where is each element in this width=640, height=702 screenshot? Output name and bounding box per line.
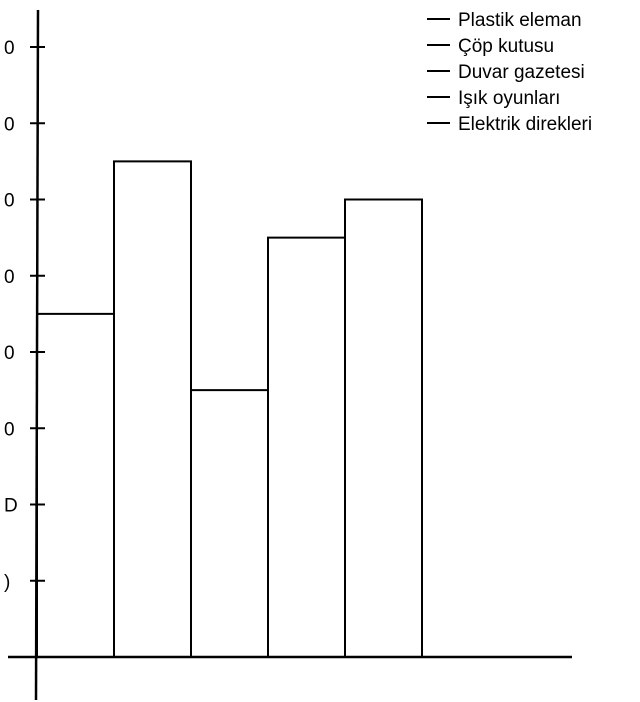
y-tick-label: 0 bbox=[4, 343, 15, 364]
bar bbox=[190, 389, 269, 658]
y-axis bbox=[34, 9, 40, 701]
bar bbox=[344, 198, 423, 658]
legend-entry: Işık oyunları bbox=[458, 88, 560, 109]
bar bbox=[113, 160, 192, 658]
y-tick-label: D bbox=[4, 496, 18, 517]
y-tick-label: 0 bbox=[4, 267, 15, 288]
y-tick-label: 0 bbox=[4, 191, 15, 212]
legend-entry: Plastik eleman bbox=[458, 10, 582, 31]
bar bbox=[36, 312, 115, 658]
y-tick-label: 0 bbox=[4, 114, 15, 135]
legend: Plastik eleman Çöp kutusu Duvar gazetesi Iş… bbox=[427, 10, 592, 135]
legend-entry: Duvar gazetesi bbox=[458, 62, 585, 83]
y-tick-label: ) bbox=[4, 572, 10, 593]
y-tick-label: 0 bbox=[4, 38, 15, 59]
axes-group bbox=[8, 9, 572, 701]
y-tick-label: 0 bbox=[4, 419, 15, 440]
bar bbox=[267, 236, 346, 658]
legend-entry: Elektrik direkleri bbox=[458, 114, 592, 135]
y-ticks-group: ) D 0 0 0 0 0 0 bbox=[4, 38, 45, 593]
bars-group bbox=[36, 160, 423, 658]
legend-entry: Çöp kutusu bbox=[458, 36, 554, 57]
